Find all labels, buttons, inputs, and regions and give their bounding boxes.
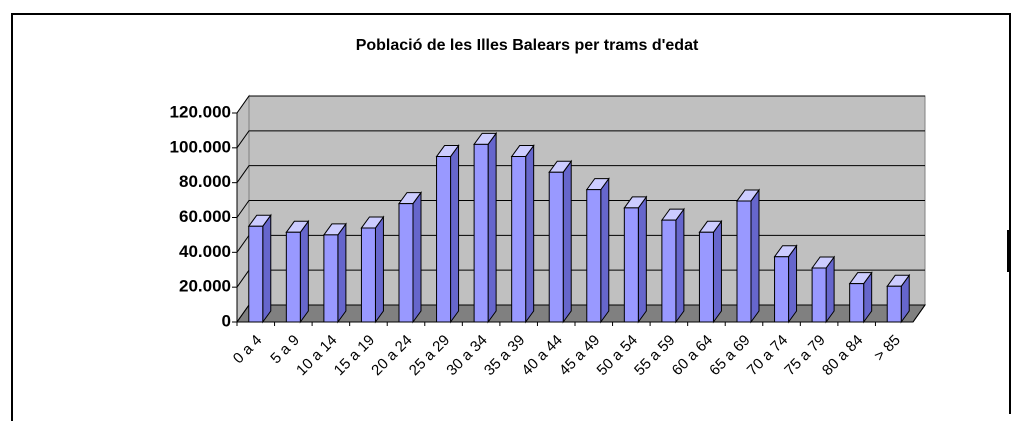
x-tick-label: 80 a 84 [819, 332, 866, 379]
x-tick-label: 25 a 29 [406, 332, 453, 379]
bar [736, 188, 760, 324]
y-tick-label: 20.000 [179, 277, 231, 296]
bar [811, 255, 836, 324]
floor-edge [912, 304, 926, 323]
bar [660, 207, 685, 324]
chart-title: Població de les Illes Balears per trams … [356, 37, 699, 54]
bar [886, 273, 911, 324]
bar-side [712, 219, 722, 324]
bar-front [398, 203, 414, 323]
bar-side [487, 131, 497, 324]
bar-front [436, 156, 452, 323]
x-tick-label: 30 a 34 [443, 332, 490, 379]
y-tick-label: 120.000 [170, 102, 231, 121]
bar [585, 177, 610, 324]
bar [848, 271, 873, 324]
bar [623, 195, 648, 324]
bar-front [661, 219, 677, 323]
x-tick-label: 60 a 64 [669, 332, 716, 379]
bar-side [525, 144, 535, 324]
bar-front [248, 225, 264, 323]
bar-side [675, 207, 685, 324]
bar [548, 159, 573, 324]
bar-front [511, 156, 527, 323]
bar-side [562, 159, 572, 324]
bar-side [337, 222, 347, 324]
chart-frame [11, 13, 1011, 421]
x-tick-label: 15 a 19 [331, 332, 378, 379]
bar-front [623, 207, 639, 323]
bar-side [262, 213, 272, 324]
x-tick-label: 10 a 14 [293, 332, 340, 379]
x-tick-label: 20 a 24 [368, 332, 415, 379]
bar [473, 131, 498, 324]
bar [773, 244, 798, 324]
x-tick-label: > 85 [871, 332, 904, 365]
grid-line [236, 95, 925, 114]
x-tick-label: 40 a 44 [518, 332, 565, 379]
bar [285, 219, 310, 324]
y-tick-label: 80.000 [179, 172, 231, 191]
bar-side [374, 215, 384, 324]
bar-front [886, 285, 902, 323]
grid-line [236, 200, 925, 218]
bar-front [323, 234, 339, 323]
bar-front [473, 143, 489, 323]
bar-side [600, 177, 610, 324]
x-tick-label: 75 a 79 [781, 332, 828, 379]
x-tick-label: 35 a 39 [481, 332, 528, 379]
y-tick-label: 100.000 [170, 137, 231, 156]
bar [698, 219, 723, 324]
bar-front [586, 189, 602, 323]
x-tick-label: 0 a 4 [230, 332, 266, 368]
bar-side [412, 191, 422, 324]
bar-side [750, 188, 760, 324]
x-tick-label: 55 a 59 [631, 332, 678, 379]
bar-side [450, 144, 460, 324]
bar-front [698, 231, 714, 323]
bar [510, 144, 535, 324]
bar [398, 191, 422, 324]
bar-front [360, 227, 376, 323]
bar-side [299, 219, 309, 324]
bar-front [548, 171, 564, 323]
x-tick-label: 70 a 74 [744, 332, 791, 379]
bar-front [774, 256, 790, 323]
bar [435, 144, 460, 324]
bar [360, 215, 385, 324]
bar-side [637, 195, 647, 324]
bar-front [285, 231, 301, 323]
bar-front [849, 283, 865, 323]
grid-line [236, 165, 925, 183]
bar [247, 213, 272, 324]
x-tick-label: 45 a 49 [556, 332, 603, 379]
grid-line [236, 130, 925, 149]
bar-side [788, 244, 798, 324]
y-tick-label: 40.000 [179, 242, 231, 261]
x-tick-label: 50 a 54 [594, 332, 641, 379]
x-tick-label: 65 a 69 [706, 332, 753, 379]
bar-front [811, 267, 827, 323]
y-tick-label: 0 [222, 311, 231, 330]
bar [322, 222, 347, 324]
bar-front [736, 200, 752, 323]
y-tick-label: 60.000 [179, 207, 231, 226]
